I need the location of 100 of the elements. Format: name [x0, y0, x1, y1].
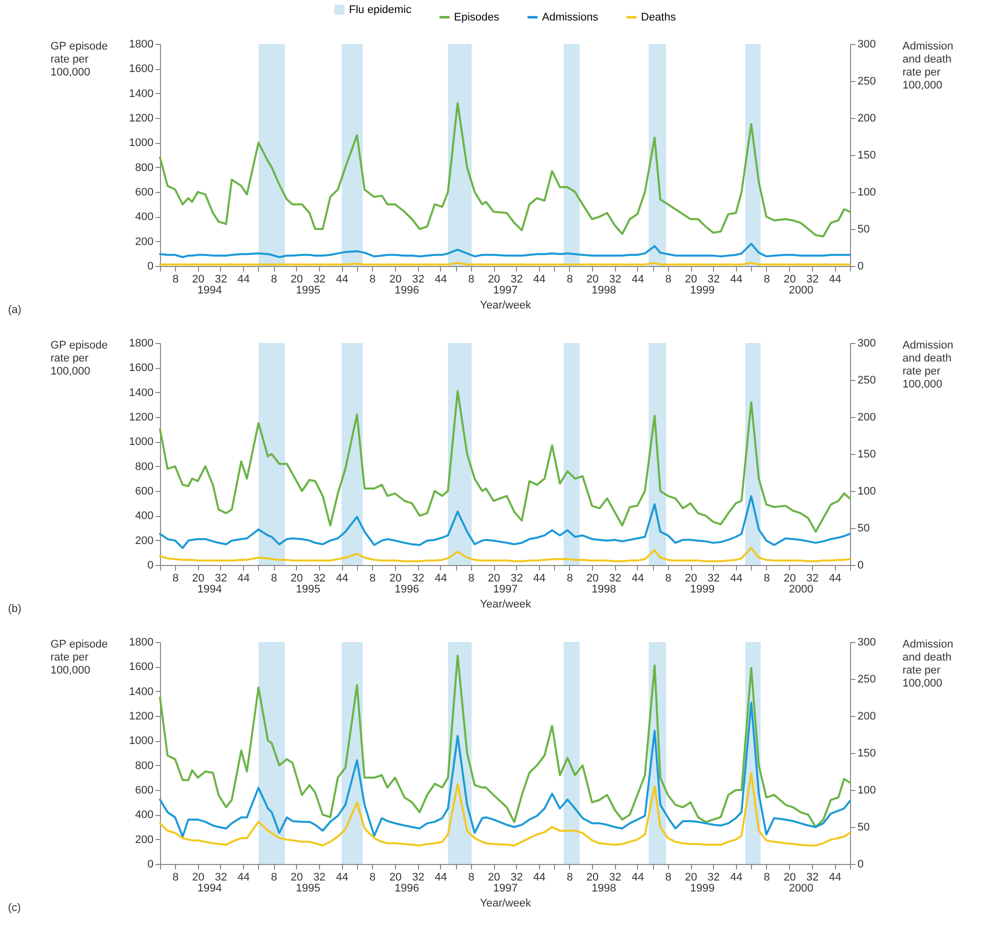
- x2-tick-label: 1994: [197, 284, 222, 296]
- x-tick-label: 32: [806, 274, 819, 286]
- x-tick-label: 8: [665, 572, 672, 584]
- x-tick-label: 8: [764, 274, 770, 286]
- y2-tick-label: 100: [858, 186, 876, 198]
- x-tick-label: 44: [533, 872, 546, 884]
- x2-tick-label: 1999: [690, 882, 715, 894]
- x-tick-label: 20: [684, 572, 698, 584]
- x-tick-label: 8: [370, 872, 376, 884]
- x-tick-label: 44: [632, 572, 644, 584]
- text: (c): [8, 902, 21, 914]
- y2-tick-label: 300: [858, 338, 876, 350]
- x-tick-label: 44: [730, 872, 742, 884]
- x-tick-label: 8: [468, 872, 474, 884]
- y2-tick-label: 0: [858, 260, 864, 272]
- x2-tick-label: 1998: [592, 584, 616, 596]
- legend-label: Deaths: [641, 11, 676, 24]
- y2-tick-label: 50: [858, 522, 870, 534]
- y2-tick-label: 200: [858, 112, 876, 124]
- y-tick-label: 0: [147, 858, 154, 870]
- x-tick-label: 20: [586, 572, 599, 584]
- x-tick-label: 8: [468, 572, 474, 584]
- x-tick-label: 8: [271, 872, 278, 884]
- x-tick-label: 20: [192, 274, 204, 286]
- x-tick-label: 44: [632, 274, 644, 286]
- x-tick-label: 20: [784, 274, 796, 286]
- x-tick-label: 20: [784, 572, 796, 584]
- y-tick-label: 1200: [129, 112, 154, 124]
- x-tick-label: 20: [192, 572, 204, 584]
- x-tick-label: 32: [214, 572, 228, 584]
- x-tick-label: 44: [434, 274, 447, 286]
- y-tick-label: 1600: [129, 661, 154, 674]
- x-tick-label: 8: [468, 274, 474, 286]
- x2-tick-label: 1995: [296, 584, 320, 596]
- y-tick-label: 1400: [129, 686, 154, 698]
- y-tick-label: 800: [135, 162, 154, 174]
- x-tick-label: 32: [313, 572, 326, 584]
- y2-tick-label: 150: [858, 150, 876, 162]
- y-tick-label: 1600: [129, 63, 154, 76]
- x-tick-label: 44: [828, 572, 842, 584]
- x2-tick-label: 1999: [690, 584, 715, 596]
- x2-tick-label: 2000: [788, 584, 814, 596]
- y-axis-title: GP episode rate per 100,000: [50, 40, 108, 78]
- x-tick-label: 32: [214, 872, 228, 884]
- x2-tick-label: 1998: [592, 882, 616, 894]
- x-tick-label: 44: [828, 274, 842, 286]
- y2-tick-label: 300: [858, 38, 876, 50]
- y2-tick-label: 250: [858, 674, 876, 686]
- x-tick-label: 20: [684, 872, 698, 884]
- y-tick-label: 600: [135, 486, 154, 498]
- x2-tick-label: 1997: [493, 584, 518, 596]
- x-tick-label: 8: [566, 872, 573, 884]
- line-series: [159, 242, 851, 258]
- x2-tick-label: 1999: [690, 284, 715, 296]
- x-tick-label: 32: [806, 872, 819, 884]
- x-tick-label: 44: [434, 872, 447, 884]
- text: (a): [8, 304, 22, 316]
- x-axis-title: Year/week: [480, 300, 532, 312]
- y-tick-label: 200: [135, 534, 154, 547]
- x-tick-label: 8: [566, 572, 573, 584]
- x-tick-label: 32: [806, 572, 819, 584]
- y2-tick-label: 0: [858, 560, 864, 572]
- y-tick-label: 600: [135, 784, 154, 796]
- y-tick-label: 1200: [129, 412, 154, 424]
- x-tick-label: 32: [708, 872, 720, 884]
- x-tick-label: 44: [533, 274, 546, 286]
- x-tick-label: 8: [764, 572, 770, 584]
- x-tick-label: 8: [172, 572, 179, 584]
- y2-tick-label: 100: [858, 486, 876, 498]
- line-series: [159, 102, 851, 238]
- x2-tick-label: 1995: [296, 882, 320, 894]
- x-tick-label: 32: [412, 274, 424, 286]
- y-tick-label: 1000: [129, 137, 154, 150]
- y2-axis-title: Admission and death rate per 100,000: [902, 340, 954, 390]
- x-tick-label: 8: [271, 274, 278, 286]
- x-tick-label: 44: [533, 572, 546, 584]
- y2-tick-label: 150: [858, 448, 876, 460]
- line-series: [159, 390, 851, 533]
- y-tick-label: 1800: [129, 338, 154, 350]
- y2-tick-label: 200: [858, 710, 876, 722]
- x-tick-label: 8: [665, 872, 672, 884]
- legend-label: Flu epidemic: [349, 4, 412, 16]
- y-tick-label: 1400: [129, 386, 154, 399]
- x-tick-label: 44: [730, 274, 742, 286]
- line-series: [159, 495, 851, 549]
- x-tick-label: 32: [313, 274, 326, 286]
- line-series: [159, 654, 851, 828]
- y-tick-label: 400: [135, 211, 154, 224]
- x-tick-label: 20: [290, 274, 303, 286]
- x-tick-label: 8: [172, 274, 179, 286]
- y2-tick-label: 50: [858, 224, 870, 236]
- x-tick-label: 20: [192, 872, 204, 884]
- x-tick-label: 44: [828, 872, 842, 884]
- x-tick-label: 32: [313, 872, 326, 884]
- y-tick-label: 0: [147, 560, 154, 572]
- x2-tick-label: 1997: [493, 284, 518, 296]
- x2-tick-label: 1996: [394, 584, 420, 596]
- y2-tick-label: 300: [858, 636, 876, 648]
- y-axis-title: GP episode rate per 100,000: [50, 638, 108, 676]
- x2-tick-label: 1995: [296, 284, 320, 296]
